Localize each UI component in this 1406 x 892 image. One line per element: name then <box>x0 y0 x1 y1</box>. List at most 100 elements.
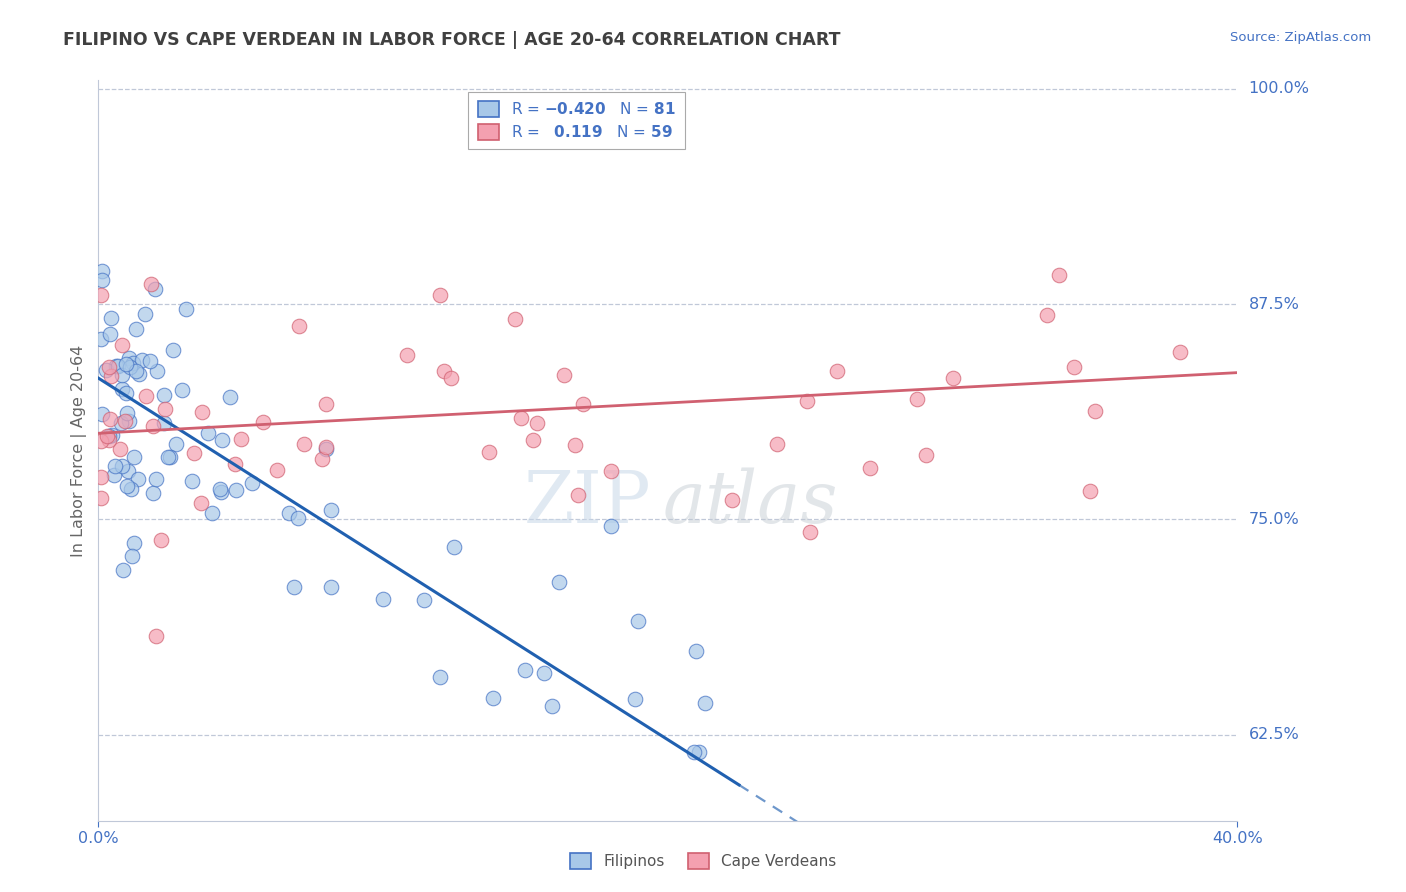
Point <box>292 437 315 451</box>
Point <box>90 332 112 346</box>
Point <box>201 506 224 520</box>
Point <box>859 461 882 475</box>
Y-axis label: In Labor Force | Age 20-64: In Labor Force | Age 20-64 <box>72 344 87 557</box>
Point <box>174 301 197 316</box>
Text: 87.5%: 87.5% <box>1249 297 1299 311</box>
Point <box>131 353 153 368</box>
Point <box>118 414 141 428</box>
Text: 75.0%: 75.0% <box>1249 512 1299 527</box>
Point <box>283 580 305 594</box>
Point <box>720 492 742 507</box>
Point <box>115 406 138 420</box>
Point <box>122 450 145 464</box>
Point <box>219 390 242 404</box>
Point <box>145 629 167 643</box>
Point <box>98 411 121 425</box>
Point <box>145 364 167 378</box>
Point <box>553 368 575 382</box>
Point <box>165 437 187 451</box>
Point <box>111 563 134 577</box>
Point <box>128 368 150 382</box>
Point <box>125 364 148 378</box>
Point <box>540 699 562 714</box>
Point <box>97 428 120 442</box>
Point <box>766 437 789 451</box>
Point <box>94 362 117 376</box>
Point <box>98 326 121 341</box>
Point <box>315 442 337 456</box>
Point <box>120 483 142 497</box>
Point <box>91 407 114 421</box>
Point <box>149 533 172 548</box>
Point <box>100 368 122 383</box>
Point <box>152 387 174 401</box>
Point <box>429 670 451 684</box>
Point <box>522 434 544 448</box>
Point <box>942 371 965 385</box>
Point <box>127 472 149 486</box>
Point <box>110 416 132 430</box>
Point <box>90 434 112 448</box>
Point <box>440 371 463 385</box>
Text: 62.5%: 62.5% <box>1249 727 1299 742</box>
Point <box>90 287 112 301</box>
Point <box>115 478 138 492</box>
Point <box>413 593 436 607</box>
Point <box>111 368 134 383</box>
Point <box>905 392 928 406</box>
Point <box>153 401 176 416</box>
Point <box>209 485 232 500</box>
Point <box>135 389 157 403</box>
Point <box>278 506 301 520</box>
Point <box>162 343 184 358</box>
Point <box>478 445 501 459</box>
Point <box>515 664 537 678</box>
Point <box>101 428 124 442</box>
Point <box>121 549 143 563</box>
Point <box>122 535 145 549</box>
Point <box>373 592 395 607</box>
Point <box>433 363 456 377</box>
Point <box>825 363 848 377</box>
Point <box>252 415 274 429</box>
Point <box>526 416 548 430</box>
Point <box>229 432 252 446</box>
Point <box>114 386 136 401</box>
Point <box>139 354 162 368</box>
Point <box>139 277 162 291</box>
Point <box>97 433 120 447</box>
Point <box>533 665 555 680</box>
Point <box>90 491 112 506</box>
Point <box>240 476 263 491</box>
Point <box>1063 359 1085 374</box>
Point <box>111 337 134 351</box>
Point <box>114 414 136 428</box>
Point <box>682 745 704 759</box>
Point <box>211 433 233 447</box>
Point <box>315 397 337 411</box>
Point <box>159 450 181 464</box>
Point <box>224 457 246 471</box>
Point <box>197 426 219 441</box>
Point <box>118 359 141 374</box>
Point <box>107 359 129 373</box>
Point <box>482 691 505 706</box>
Point <box>600 519 623 533</box>
Text: 100.0%: 100.0% <box>1249 81 1309 96</box>
Point <box>145 472 167 486</box>
Legend: R = $\mathbf{-0.420}$   N = $\mathbf{81}$, R =   $\mathbf{0.119}$   N = $\mathbf: R = $\mathbf{-0.420}$ N = $\mathbf{81}$,… <box>468 92 685 149</box>
Point <box>100 310 122 325</box>
Point <box>208 482 231 496</box>
Text: ZIP: ZIP <box>523 467 651 538</box>
Point <box>796 394 818 409</box>
Point <box>321 580 343 594</box>
Point <box>122 356 145 370</box>
Point <box>567 488 589 502</box>
Point <box>125 322 148 336</box>
Point <box>443 541 465 555</box>
Point <box>180 474 202 488</box>
Point <box>1036 309 1059 323</box>
Point <box>90 470 112 484</box>
Point <box>266 463 288 477</box>
Point <box>143 282 166 296</box>
